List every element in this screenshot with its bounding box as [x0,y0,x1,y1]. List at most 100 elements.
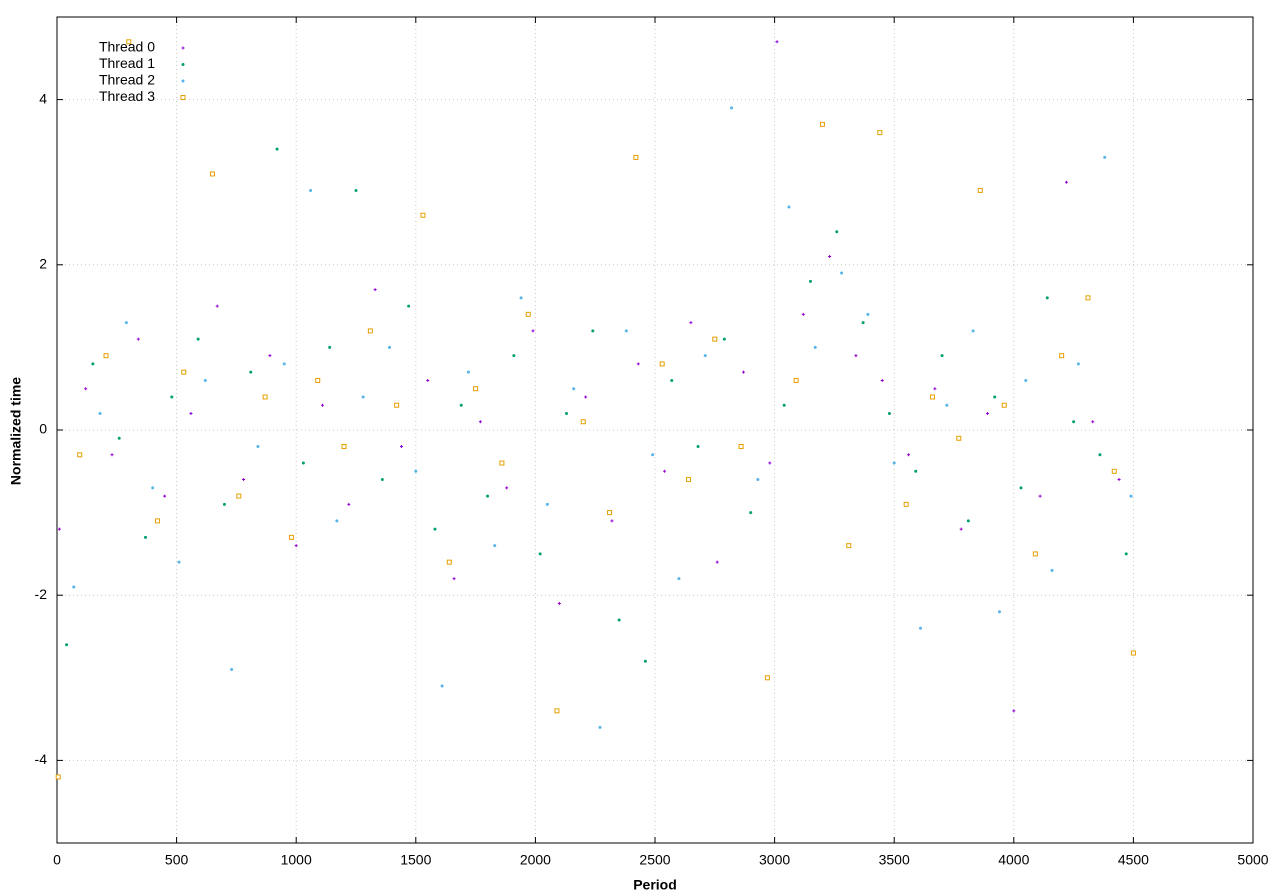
point [124,321,128,325]
point [819,121,825,127]
point [685,477,691,483]
point [715,560,719,564]
point [1012,709,1016,713]
point [651,453,655,457]
point [840,271,844,275]
point [835,230,839,234]
point [65,643,69,647]
point [1111,468,1117,474]
legend-label: Thread 3 [99,88,155,104]
point [742,370,746,374]
point [98,411,102,415]
point [696,445,700,449]
point [249,370,253,374]
point [505,486,509,490]
point [768,461,772,465]
point [335,519,339,523]
point [275,147,279,151]
point [1032,551,1038,557]
point [380,478,384,482]
y-tick-label: 0 [39,421,47,437]
point [808,279,812,283]
point [163,494,167,498]
point [1103,155,1107,159]
point [144,535,148,539]
legend-label: Thread 1 [99,55,155,71]
point [367,328,373,334]
point [854,354,858,358]
point [712,336,718,342]
point [756,478,760,482]
point [294,544,298,548]
point [1024,378,1028,382]
point [1064,180,1068,184]
point [466,370,470,374]
point [499,460,505,466]
point [446,559,452,565]
point [670,378,674,382]
point [1072,420,1076,424]
point [971,329,975,333]
point [110,453,114,457]
point [1050,568,1054,572]
point [399,445,403,449]
point [407,304,411,308]
point [262,394,268,400]
point [861,321,865,325]
legend-marker [180,95,186,100]
point [91,362,95,366]
point [117,436,121,440]
point [103,353,109,359]
plot-frame [56,16,1254,844]
point [203,378,207,382]
legend-label: Thread 0 [99,39,155,55]
point [545,502,549,506]
point [1045,296,1049,300]
point [151,486,155,490]
point [617,618,621,622]
point [907,453,911,457]
point [426,378,430,382]
point [126,39,132,45]
point [985,411,989,415]
point [1001,402,1007,408]
point [1038,494,1042,498]
point [268,354,272,358]
y-tick-label: 4 [39,90,47,106]
point [242,478,246,482]
x-tick-label: 3000 [759,852,790,868]
point [933,387,937,391]
point [309,188,313,192]
x-tick-label: 2500 [639,852,670,868]
point [1085,295,1091,301]
point [1091,420,1095,424]
point [624,329,628,333]
point [659,361,665,367]
point [749,511,753,515]
point [321,403,325,407]
point [610,519,614,523]
point [1129,494,1133,498]
x-tick-label: 500 [165,852,189,868]
point [170,395,174,399]
point [328,345,332,349]
x-tick-label: 1500 [400,852,431,868]
point [738,444,744,450]
point [387,345,391,349]
point [215,304,219,308]
x-tick-label: 1000 [281,852,312,868]
point [256,445,260,449]
point [903,501,909,507]
point [361,395,365,399]
point [977,187,983,193]
point [1124,552,1128,556]
point [493,544,497,548]
point [677,577,681,581]
legend-marker [181,79,185,83]
point [945,403,949,407]
x-tick-label: 4500 [1118,852,1149,868]
point [181,369,187,375]
point [196,337,200,341]
point [1130,650,1136,656]
